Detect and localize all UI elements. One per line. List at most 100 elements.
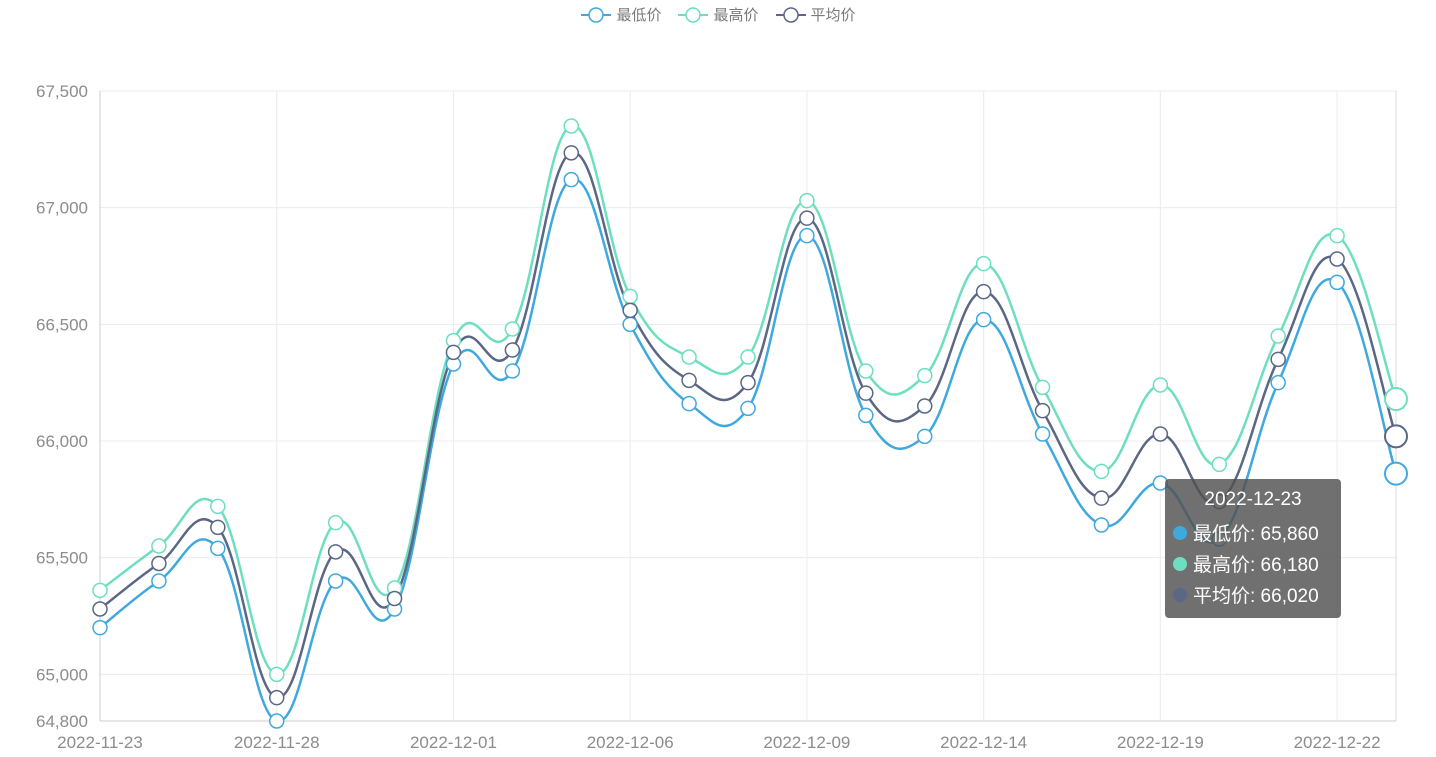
tooltip-row-high: 最高价: 66,180 (1173, 548, 1333, 579)
data-point-high (622, 288, 638, 305)
x-tick-label: 2022-12-06 (587, 733, 674, 752)
data-point-avg (1329, 251, 1345, 267)
data-point-low (1034, 426, 1051, 442)
data-point-high (1211, 456, 1228, 473)
data-point-avg (1093, 490, 1110, 506)
data-point-avg (386, 590, 403, 607)
data-point-low (151, 573, 167, 589)
data-point-low (975, 311, 992, 328)
series-line-avg (99, 151, 1398, 699)
data-point-low (1384, 461, 1408, 486)
data-point-low (740, 400, 756, 417)
data-point-avg (681, 372, 697, 389)
data-point-high (1270, 328, 1286, 344)
data-point-avg (445, 344, 462, 361)
y-tick-label: 66,500 (36, 315, 88, 334)
data-point-high (563, 118, 580, 134)
tooltip-title: 2022-12-23 (1204, 489, 1302, 510)
x-tick-label: 2022-11-23 (57, 733, 143, 752)
y-tick-label: 64,800 (36, 712, 88, 731)
data-point-high (740, 349, 756, 365)
tooltip-value-high: 最高价: 66,180 (1193, 555, 1319, 576)
data-point-avg (975, 283, 992, 300)
data-point-low (1329, 274, 1345, 291)
x-tick-label: 2022-12-09 (763, 733, 850, 752)
data-point-high (681, 349, 697, 365)
legend-label-high: 最高价 (713, 7, 759, 24)
data-point-avg (622, 302, 638, 319)
data-point-low (858, 407, 874, 424)
legend-item-high[interactable]: 最高价 (677, 4, 759, 25)
legend-label-avg: 平均价 (810, 7, 856, 24)
data-point-high (1384, 387, 1408, 411)
tooltip-value-avg: 平均价: 66,020 (1193, 586, 1319, 607)
data-point-low (1093, 517, 1110, 533)
y-tick-label: 65,500 (36, 549, 88, 568)
tooltip-value-low: 最低价: 65,860 (1193, 524, 1319, 545)
data-point-high (916, 367, 933, 384)
data-point-avg (799, 210, 815, 226)
data-point-high (858, 363, 874, 379)
data-point-high (1329, 227, 1345, 244)
data-point-avg (1270, 351, 1286, 368)
data-point-high (210, 498, 226, 515)
legend-label-low: 最低价 (616, 7, 662, 24)
legend-swatch-high-icon (678, 6, 709, 23)
legend-swatch-avg-icon (775, 6, 806, 23)
x-tick-label: 2022-12-01 (410, 733, 497, 752)
series-line-low (99, 178, 1398, 723)
data-point-avg (563, 145, 580, 161)
data-point-low (622, 316, 638, 333)
x-tick-label: 2022-11-28 (234, 733, 320, 752)
data-point-avg (268, 689, 285, 706)
x-tick-label: 2022-12-19 (1117, 733, 1204, 752)
data-point-low (1270, 374, 1286, 391)
data-point-avg (858, 385, 874, 401)
data-point-avg (504, 342, 521, 358)
data-point-avg (1034, 402, 1051, 419)
data-point-high (799, 192, 815, 209)
data-point-avg (151, 555, 167, 572)
legend-item-low[interactable]: 最低价 (580, 4, 661, 25)
data-point-low (327, 573, 344, 589)
chart-legend: 最低价 最高价 平均价 (0, 4, 1436, 25)
data-point-high (975, 255, 992, 272)
tooltip-dot-low (1173, 525, 1187, 540)
data-point-high (504, 321, 521, 337)
data-point-high (1034, 379, 1051, 396)
data-point-low (210, 540, 226, 557)
series-line-high (99, 124, 1398, 676)
y-tick-label: 66,000 (36, 432, 88, 451)
data-point-high (151, 538, 167, 554)
tooltip-row-low: 最低价: 65,860 (1173, 517, 1333, 548)
tooltip-dot-high (1173, 556, 1187, 571)
data-point-low (916, 428, 933, 445)
data-point-avg (740, 374, 756, 391)
data-point-low (504, 363, 521, 379)
data-point-low (799, 227, 815, 244)
data-point-avg (916, 398, 933, 414)
data-point-high (268, 666, 285, 683)
data-point-high (92, 582, 108, 599)
legend-item-avg[interactable]: 平均价 (775, 4, 856, 25)
y-tick-label: 67,500 (36, 82, 88, 101)
chart-tooltip: 2022-12-23 最低价: 65,860 最高价: 66,180 平均价: … (1165, 479, 1341, 618)
tooltip-row-avg: 平均价: 66,020 (1173, 579, 1333, 610)
data-point-high (327, 514, 344, 531)
data-point-low (92, 619, 108, 636)
data-point-avg (1384, 424, 1408, 449)
data-point-avg (210, 519, 226, 536)
data-point-low (268, 713, 285, 729)
y-tick-label: 67,000 (36, 199, 88, 218)
legend-swatch-low-icon (581, 6, 612, 23)
data-point-low (681, 395, 697, 412)
y-tick-label: 65,000 (36, 665, 88, 684)
data-point-low (563, 171, 580, 188)
x-tick-label: 2022-12-22 (1294, 733, 1381, 752)
data-point-high (1152, 377, 1169, 393)
data-point-avg (1152, 426, 1169, 442)
tooltip-dot-avg (1173, 587, 1187, 602)
data-point-avg (92, 601, 108, 617)
data-point-high (1093, 463, 1110, 480)
